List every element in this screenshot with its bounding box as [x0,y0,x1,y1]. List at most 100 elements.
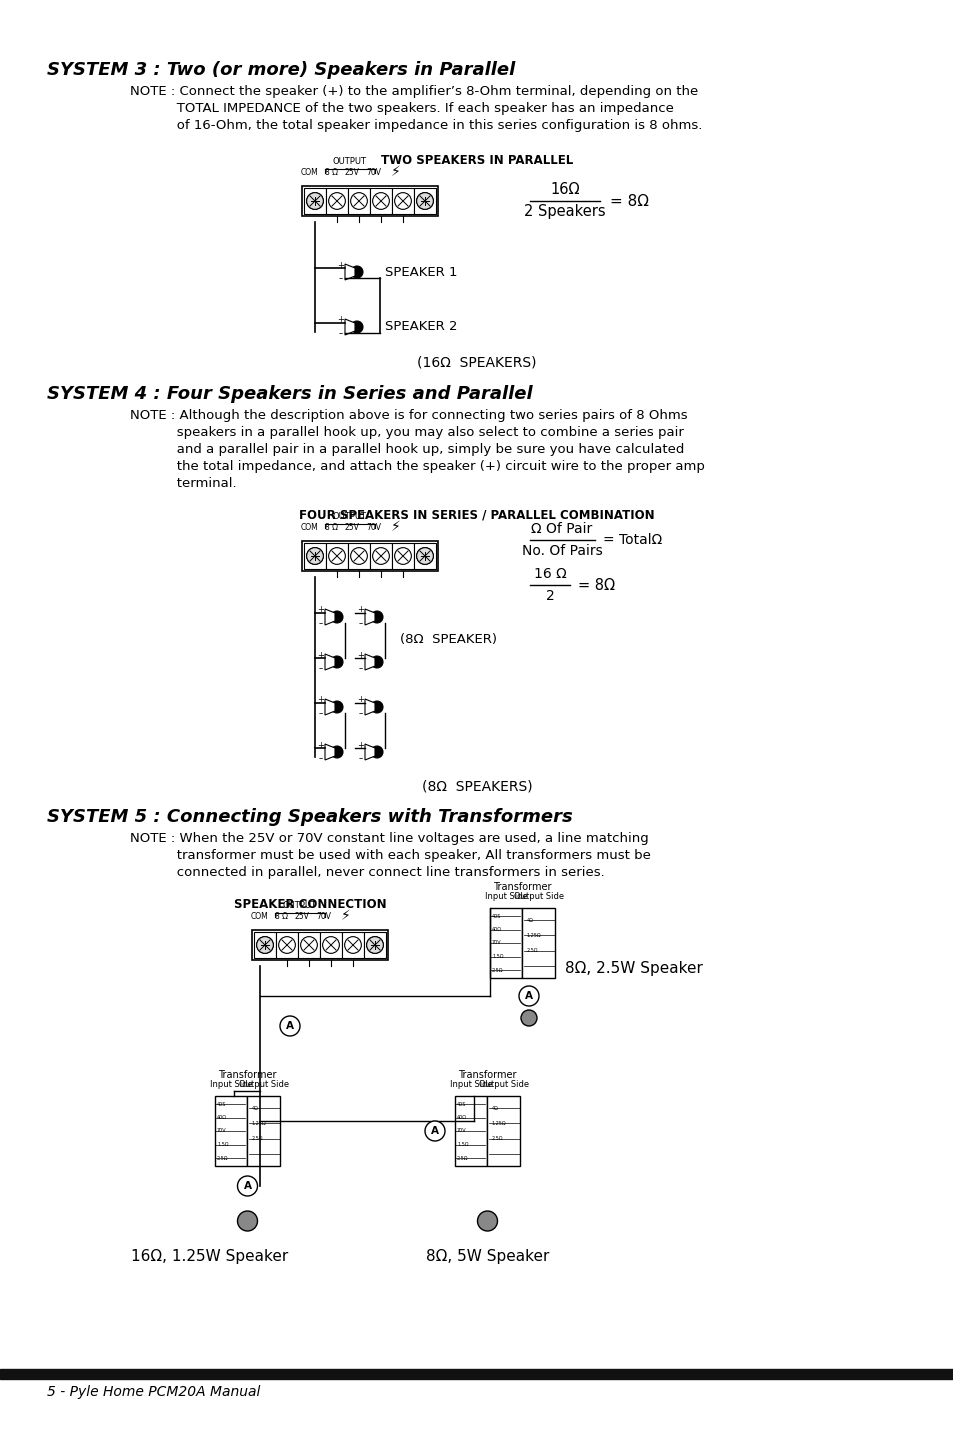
Bar [348,187,370,215]
Text: +: + [337,315,344,325]
Polygon shape [325,698,335,716]
Text: Input Side: Input Side [484,892,527,902]
Text: 2.5Ω: 2.5Ω [252,1136,263,1141]
Bar [392,187,414,215]
Text: –: – [358,664,363,674]
Text: Transformer: Transformer [493,881,551,892]
Text: terminal.: terminal. [130,477,236,489]
Text: +: + [317,740,324,750]
Text: –: – [318,620,323,628]
Text: NOTE : When the 25V or 70V constant line voltages are used, a line matching: NOTE : When the 25V or 70V constant line… [130,831,648,844]
Bar [304,542,326,570]
Circle shape [331,655,343,668]
Text: –: – [358,710,363,718]
Circle shape [477,1211,497,1231]
Circle shape [371,746,382,758]
Text: 8 Ω: 8 Ω [325,522,338,532]
Text: ⚡: ⚡ [391,165,400,179]
Bar [0,1369,953,1379]
Text: +: + [357,740,364,750]
Text: No. Of Pairs: No. Of Pairs [521,544,601,558]
Polygon shape [365,610,375,625]
Circle shape [351,321,363,333]
Text: SYSTEM 5 : Connecting Speakers with Transformers: SYSTEM 5 : Connecting Speakers with Tran… [47,809,572,826]
Bar [319,932,341,957]
Text: 8 Ω: 8 Ω [325,167,338,177]
Text: COM: COM [251,912,269,922]
Bar [326,187,348,215]
Bar [247,1096,280,1166]
Text: +: + [357,651,364,660]
Circle shape [366,937,383,953]
Text: Output Side: Output Side [478,1080,528,1089]
Text: 4Ω: 4Ω [252,1106,258,1110]
Text: 40Ω: 40Ω [456,1115,467,1120]
Text: Transformer: Transformer [218,1070,276,1080]
Text: 25V: 25V [294,912,309,922]
Text: 1.5Ω: 1.5Ω [216,1142,229,1148]
Text: OUTPUT: OUTPUT [283,902,316,910]
Circle shape [322,937,339,953]
Circle shape [371,701,382,713]
Text: (16Ω  SPEAKERS): (16Ω SPEAKERS) [416,355,537,369]
Bar [348,542,370,570]
Text: 2.5Ω: 2.5Ω [456,1155,468,1161]
Circle shape [351,193,367,209]
Circle shape [306,548,323,564]
Bar [370,187,392,215]
Text: Ω Of Pair: Ω Of Pair [531,522,592,537]
Bar [302,186,437,216]
Text: Input Side: Input Side [450,1080,492,1089]
Text: of 16-Ohm, the total speaker impedance in this series configuration is 8 ohms.: of 16-Ohm, the total speaker impedance i… [130,119,701,132]
Circle shape [328,548,345,564]
Circle shape [344,937,361,953]
Text: connected in parallel, never connect line transformers in series.: connected in parallel, never connect lin… [130,866,604,879]
Text: –: – [338,275,343,283]
Circle shape [395,548,411,564]
Polygon shape [325,654,335,670]
Text: COM: COM [301,167,318,177]
Circle shape [331,611,343,622]
Text: 4Ω: 4Ω [491,1106,497,1110]
Text: 70V: 70V [366,167,381,177]
Circle shape [371,655,382,668]
Text: A: A [524,992,533,1002]
Text: A: A [431,1126,438,1136]
Text: 8 Ω: 8 Ω [275,912,288,922]
Text: 16Ω: 16Ω [550,182,579,197]
Circle shape [416,548,433,564]
Text: OUTPUT: OUTPUT [333,157,367,166]
Bar [490,909,522,977]
Circle shape [256,937,274,953]
Circle shape [331,701,343,713]
Text: TWO SPEAKERS IN PARALLEL: TWO SPEAKERS IN PARALLEL [380,155,573,167]
Bar [414,542,436,570]
Circle shape [518,986,538,1006]
Text: Output Side: Output Side [238,1080,289,1089]
Polygon shape [325,744,335,760]
Text: 2.5Ω: 2.5Ω [526,949,537,953]
Text: 70V: 70V [492,940,501,946]
Circle shape [300,937,317,953]
Circle shape [278,937,295,953]
Polygon shape [365,654,375,670]
Text: –: – [318,710,323,718]
Circle shape [373,193,389,209]
Bar [253,932,275,957]
Text: NOTE : Connect the speaker (+) to the amplifier’s 8-Ohm terminal, depending on t: NOTE : Connect the speaker (+) to the am… [130,84,698,97]
Text: 4Ω: 4Ω [526,917,533,923]
Text: A: A [243,1181,252,1191]
Text: SPEAKER 2: SPEAKER 2 [385,321,457,333]
Bar [297,932,319,957]
Text: ⚡: ⚡ [341,909,351,923]
Text: and a parallel pair in a parallel hook up, simply be sure you have calculated: and a parallel pair in a parallel hook u… [130,444,683,456]
Bar [455,1096,487,1166]
Bar [214,1096,247,1166]
Text: 40Ω: 40Ω [216,1115,227,1120]
Text: –: – [318,664,323,674]
Text: transformer must be used with each speaker, All transformers must be: transformer must be used with each speak… [130,849,650,861]
Text: 1.5Ω: 1.5Ω [456,1142,468,1148]
Text: +: + [357,695,364,704]
Text: +: + [317,651,324,660]
Bar [252,930,388,960]
